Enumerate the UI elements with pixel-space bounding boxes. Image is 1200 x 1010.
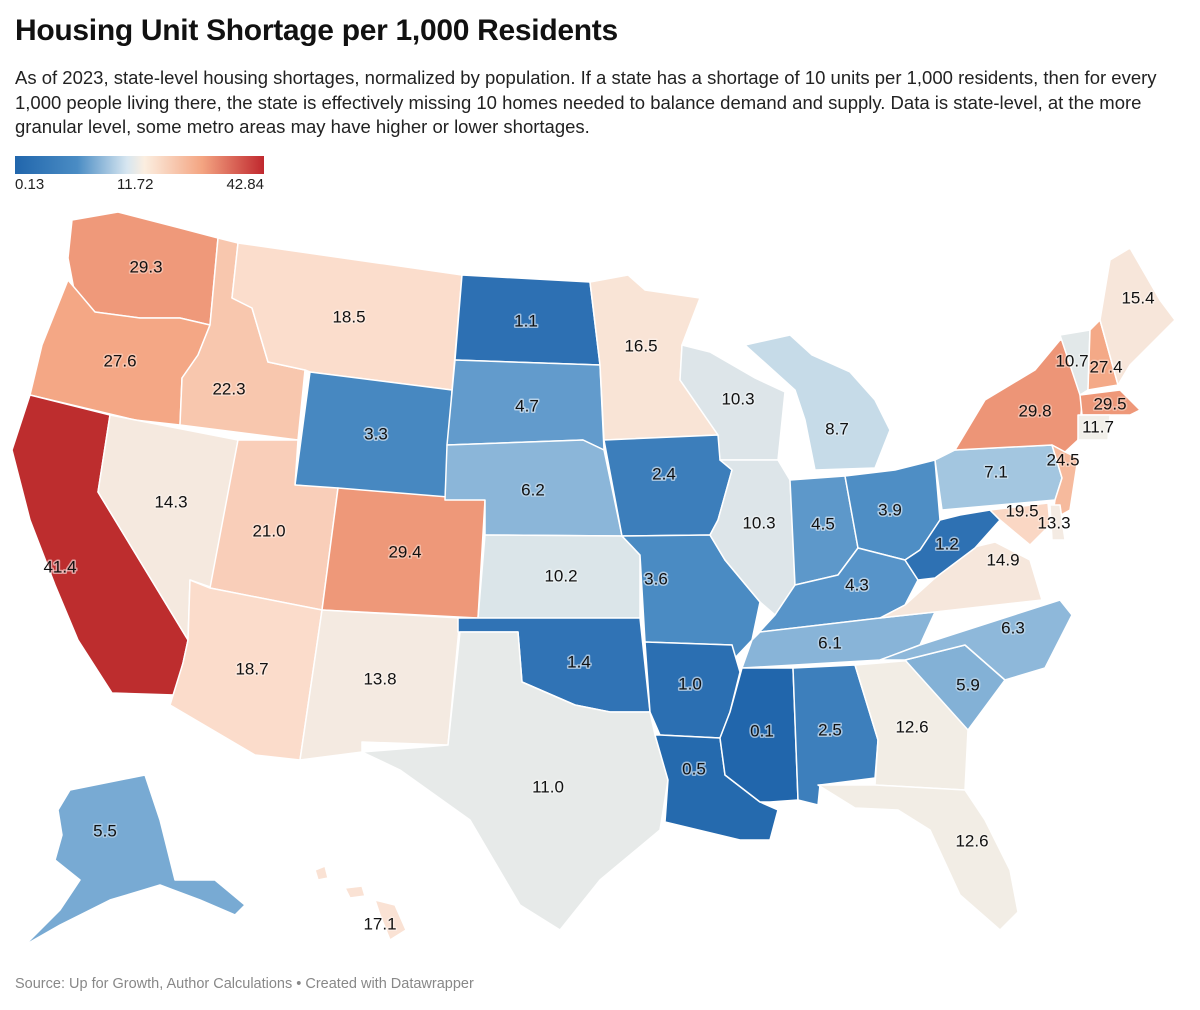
state-value-label-AZ: 18.7 <box>235 659 268 678</box>
state-value-label-VA: 14.9 <box>986 550 1019 569</box>
state-value-label-NH: 27.4 <box>1089 357 1122 376</box>
state-value-label-NC: 6.3 <box>1001 618 1025 637</box>
state-value-label-ID: 22.3 <box>212 379 245 398</box>
color-legend: 0.13 11.72 42.84 <box>15 156 264 194</box>
state-ME[interactable] <box>1099 247 1176 386</box>
legend-labels: 0.13 11.72 42.84 <box>15 174 264 194</box>
state-value-label-MT: 18.5 <box>332 307 365 326</box>
state-value-label-PA: 7.1 <box>984 462 1008 481</box>
state-AK[interactable] <box>24 774 246 946</box>
state-value-label-NV: 14.3 <box>154 492 187 511</box>
state-value-label-NM: 13.8 <box>363 669 396 688</box>
map-title: Housing Unit Shortage per 1,000 Resident… <box>15 14 618 47</box>
state-value-label-GA: 12.6 <box>895 717 928 736</box>
state-value-label-MS: 0.1 <box>750 721 774 740</box>
legend-min-label: 0.13 <box>15 176 45 193</box>
state-MI[interactable] <box>744 334 891 471</box>
state-value-label-SC: 5.9 <box>956 675 980 694</box>
state-value-label-WV: 1.2 <box>935 534 959 553</box>
state-value-label-IN: 4.5 <box>811 514 835 533</box>
state-value-label-ME: 15.4 <box>1121 288 1154 307</box>
legend-gradient-bar <box>15 156 264 174</box>
state-value-label-IA: 2.4 <box>652 464 676 483</box>
state-value-label-NE: 6.2 <box>521 480 545 499</box>
state-HI[interactable] <box>314 865 407 941</box>
state-value-label-KY: 4.3 <box>845 575 869 594</box>
state-value-label-OH: 3.9 <box>878 500 902 519</box>
state-VA[interactable] <box>879 541 1043 619</box>
state-MD[interactable] <box>989 502 1051 546</box>
state-value-label-KS: 10.2 <box>544 566 577 585</box>
state-value-label-WY: 3.3 <box>364 424 388 443</box>
state-KS[interactable] <box>477 534 641 619</box>
state-value-label-MN: 16.5 <box>624 336 657 355</box>
state-value-label-WA: 29.3 <box>129 257 162 276</box>
state-value-label-TN: 6.1 <box>818 633 842 652</box>
legend-mid-label: 11.72 <box>117 176 154 193</box>
state-value-label-CO: 29.4 <box>388 542 421 561</box>
state-value-label-VT: 10.7 <box>1055 351 1088 370</box>
state-value-label-FL: 12.6 <box>955 831 988 850</box>
state-IL[interactable] <box>709 459 796 616</box>
state-value-label-MO: 3.6 <box>644 569 668 588</box>
state-value-label-HI: 17.1 <box>363 914 396 933</box>
state-value-label-ND: 1.1 <box>514 311 538 330</box>
state-value-label-AR: 1.0 <box>678 674 702 693</box>
state-value-label-CA: 41.4 <box>43 557 76 576</box>
state-value-label-NJ: 24.5 <box>1046 450 1079 469</box>
state-value-label-TX: 11.0 <box>532 777 564 796</box>
state-value-label-IL: 10.3 <box>742 513 775 532</box>
state-value-label-WI: 10.3 <box>721 389 754 408</box>
state-CT[interactable] <box>1077 414 1111 441</box>
state-value-label-AL: 2.5 <box>818 720 842 739</box>
us-choropleth-map: 29.3 27.6 41.4 22.3 14.3 18.5 3.3 21.0 18.7 29.4 1… <box>0 200 1200 970</box>
state-value-label-NY: 29.8 <box>1018 401 1051 420</box>
map-svg: 29.3 27.6 41.4 22.3 14.3 18.5 3.3 21.0 18.7 29.4 1… <box>11 211 1176 946</box>
state-value-label-MD: 19.5 <box>1005 501 1038 520</box>
state-TX[interactable] <box>361 631 669 931</box>
state-DE[interactable] <box>1049 504 1066 541</box>
state-value-label-DE: 13.3 <box>1037 513 1070 532</box>
state-value-label-OK: 1.4 <box>567 652 591 671</box>
source-note: Source: Up for Growth, Author Calculatio… <box>15 976 474 992</box>
state-value-label-AK: 5.5 <box>93 821 117 840</box>
legend-max-label: 42.84 <box>226 176 264 193</box>
map-subtitle: As of 2023, state-level housing shortage… <box>15 67 1157 137</box>
state-FL[interactable] <box>817 784 1019 931</box>
state-value-label-MA: 29.5 <box>1093 394 1126 413</box>
state-value-label-CT: 11.7 <box>1082 417 1114 436</box>
state-value-label-LA: 0.5 <box>682 759 706 778</box>
state-value-label-SD: 4.7 <box>515 396 539 415</box>
state-shapes <box>11 211 1176 946</box>
state-value-label-MI: 8.7 <box>825 419 849 438</box>
state-IA[interactable] <box>603 434 733 537</box>
state-labels: 29.3 27.6 41.4 22.3 14.3 18.5 3.3 21.0 18.7 29.4 1… <box>42 256 1156 935</box>
state-NC[interactable] <box>879 599 1073 681</box>
state-MA[interactable] <box>1079 389 1141 416</box>
state-value-label-OR: 27.6 <box>103 351 136 370</box>
state-value-label-UT: 21.0 <box>252 521 285 540</box>
